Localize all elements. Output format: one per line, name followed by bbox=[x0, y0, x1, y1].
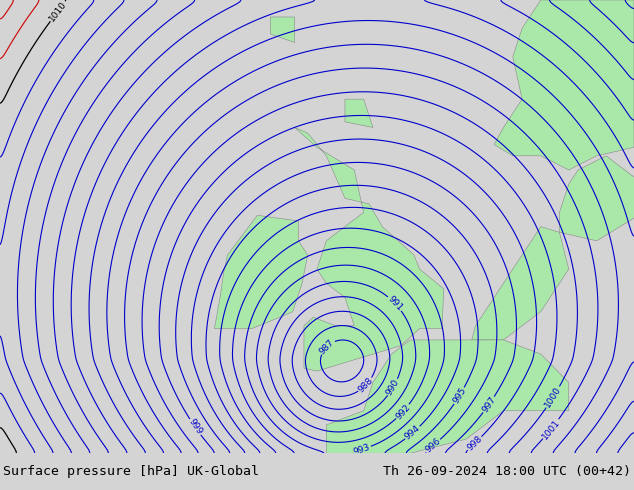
Text: 998: 998 bbox=[465, 434, 484, 453]
Polygon shape bbox=[559, 156, 634, 241]
Text: 991: 991 bbox=[385, 294, 404, 313]
Polygon shape bbox=[295, 127, 444, 371]
Polygon shape bbox=[214, 215, 307, 329]
Polygon shape bbox=[494, 0, 634, 170]
Polygon shape bbox=[327, 340, 569, 453]
Text: 996: 996 bbox=[424, 437, 443, 455]
Text: Surface pressure [hPa] UK-Global: Surface pressure [hPa] UK-Global bbox=[3, 465, 259, 478]
Text: 1010: 1010 bbox=[48, 0, 68, 23]
Text: 987: 987 bbox=[318, 338, 336, 356]
Text: 1000: 1000 bbox=[543, 385, 563, 409]
Text: 994: 994 bbox=[403, 424, 422, 442]
Text: 999: 999 bbox=[186, 417, 204, 437]
Text: 997: 997 bbox=[480, 395, 498, 414]
Text: 1001: 1001 bbox=[540, 417, 562, 441]
Text: 992: 992 bbox=[394, 402, 412, 421]
Text: 988: 988 bbox=[356, 376, 375, 394]
Polygon shape bbox=[472, 226, 569, 340]
Polygon shape bbox=[270, 17, 295, 43]
Text: 995: 995 bbox=[451, 386, 468, 405]
Text: 990: 990 bbox=[385, 378, 401, 397]
Polygon shape bbox=[345, 99, 373, 127]
Text: 993: 993 bbox=[353, 442, 372, 457]
Text: Th 26-09-2024 18:00 UTC (00+42): Th 26-09-2024 18:00 UTC (00+42) bbox=[383, 465, 631, 478]
